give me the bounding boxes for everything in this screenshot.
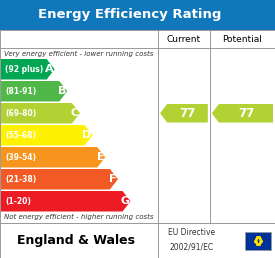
Text: Current: Current bbox=[167, 35, 201, 44]
Polygon shape bbox=[160, 104, 208, 123]
Text: (69-80): (69-80) bbox=[5, 109, 36, 118]
Text: England & Wales: England & Wales bbox=[17, 234, 135, 247]
Text: F: F bbox=[109, 174, 117, 184]
Text: C: C bbox=[71, 108, 79, 118]
Text: B: B bbox=[58, 86, 66, 96]
Bar bbox=[0, 30, 275, 223]
Polygon shape bbox=[1, 191, 131, 212]
Text: Not energy efficient - higher running costs: Not energy efficient - higher running co… bbox=[4, 214, 153, 220]
Text: G: G bbox=[120, 196, 130, 206]
Polygon shape bbox=[1, 103, 80, 124]
Polygon shape bbox=[1, 81, 67, 101]
Text: Very energy efficient - lower running costs: Very energy efficient - lower running co… bbox=[4, 51, 153, 57]
Bar bbox=[0, 223, 275, 258]
Text: E: E bbox=[97, 152, 104, 162]
Polygon shape bbox=[1, 125, 93, 146]
Text: EU Directive: EU Directive bbox=[168, 228, 215, 237]
Text: 2002/91/EC: 2002/91/EC bbox=[170, 242, 214, 251]
Bar bbox=[245, 231, 271, 249]
Polygon shape bbox=[1, 59, 55, 79]
Text: (1-20): (1-20) bbox=[5, 197, 31, 206]
Text: (21-38): (21-38) bbox=[5, 175, 36, 184]
Polygon shape bbox=[212, 104, 273, 123]
Text: (39-54): (39-54) bbox=[5, 153, 36, 162]
Text: Potential: Potential bbox=[222, 35, 262, 44]
Text: D: D bbox=[82, 130, 92, 140]
Text: Energy Efficiency Rating: Energy Efficiency Rating bbox=[38, 8, 221, 21]
Text: (55-68): (55-68) bbox=[5, 131, 36, 140]
Text: A: A bbox=[45, 64, 54, 74]
Text: (92 plus): (92 plus) bbox=[5, 65, 43, 74]
Text: 77: 77 bbox=[238, 107, 254, 120]
Text: 77: 77 bbox=[179, 107, 196, 120]
Text: (81-91): (81-91) bbox=[5, 87, 36, 96]
Bar bbox=[0, 0, 275, 30]
Polygon shape bbox=[1, 147, 105, 167]
Polygon shape bbox=[1, 169, 118, 189]
